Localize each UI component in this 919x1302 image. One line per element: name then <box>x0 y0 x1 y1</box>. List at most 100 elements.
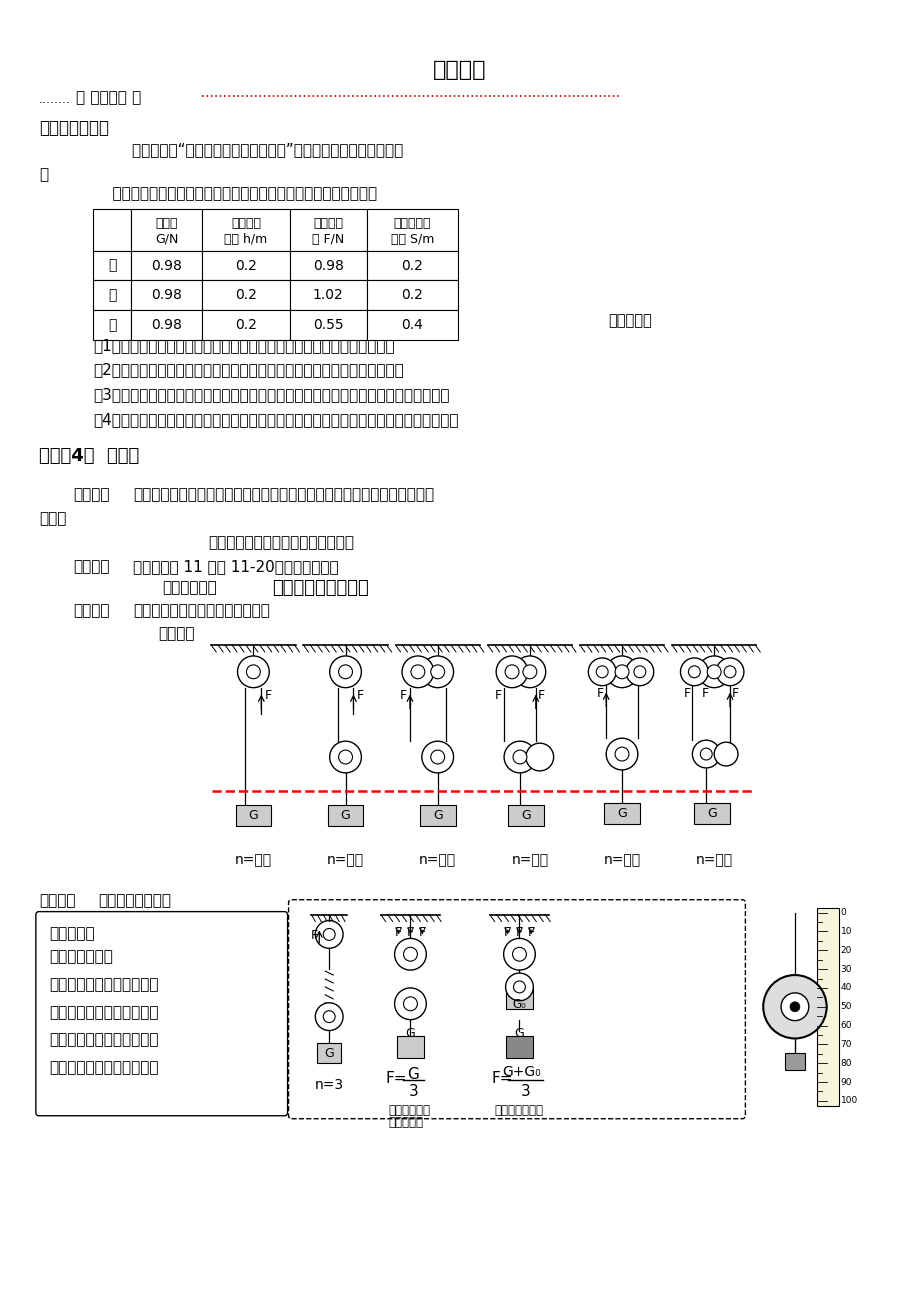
Text: 且每段绳子中的力都相等。: 且每段绳子中的力都相等。 <box>49 1060 158 1075</box>
Text: 0.98: 0.98 <box>151 259 182 272</box>
Circle shape <box>606 656 637 687</box>
FancyBboxPatch shape <box>289 900 744 1118</box>
Text: G₀: G₀ <box>512 997 526 1010</box>
Bar <box>396 1036 424 1059</box>
Text: 钉码升高: 钉码升高 <box>231 217 261 230</box>
Text: 滑轮重和物重的几分之一，: 滑轮重和物重的几分之一， <box>49 1032 158 1048</box>
Circle shape <box>615 665 629 678</box>
Text: 40: 40 <box>840 983 851 992</box>
Bar <box>289 251 367 280</box>
Text: 使用动滑轮可以＿＿＿＿，使用定滑轮可以＿＿＿＿＿＿＿＿＿。如果将动: 使用动滑轮可以＿＿＿＿，使用定滑轮可以＿＿＿＿＿＿＿＿＿。如果将动 <box>133 487 434 503</box>
Circle shape <box>780 993 808 1021</box>
Text: F: F <box>528 927 534 940</box>
Text: F: F <box>516 927 522 940</box>
Circle shape <box>503 939 535 970</box>
Text: 温馨提示：: 温馨提示： <box>49 927 95 941</box>
Circle shape <box>504 741 535 773</box>
Text: G: G <box>405 1026 414 1039</box>
Text: 0.2: 0.2 <box>401 288 423 302</box>
Circle shape <box>329 656 361 687</box>
Circle shape <box>422 656 453 687</box>
Text: 0.98: 0.98 <box>151 318 182 332</box>
Text: 【讨论】: 【讨论】 <box>74 603 110 618</box>
Text: 90: 90 <box>840 1078 851 1087</box>
Text: 奇动偶定，从里向外: 奇动偶定，从里向外 <box>271 578 369 596</box>
Text: F: F <box>596 686 604 699</box>
Circle shape <box>430 750 444 764</box>
Circle shape <box>338 750 352 764</box>
Text: 甲: 甲 <box>108 259 116 272</box>
Text: F: F <box>406 927 414 940</box>
Text: 用几段绳子吱着动滑轮和物: 用几段绳子吱着动滑轮和物 <box>49 976 158 992</box>
Text: 对照课本第 11 页图 11-20，组装滑轮组。: 对照课本第 11 页图 11-20，组装滑轮组。 <box>133 559 338 574</box>
Circle shape <box>495 656 528 687</box>
Text: 高度 h/m: 高度 h/m <box>224 233 267 246</box>
Circle shape <box>680 658 708 686</box>
Circle shape <box>505 973 533 1001</box>
Text: n=＿＿: n=＿＿ <box>326 853 364 867</box>
Circle shape <box>692 740 720 768</box>
Text: F: F <box>732 686 738 699</box>
Text: F: F <box>538 689 544 702</box>
Text: 3: 3 <box>408 1085 418 1099</box>
Text: 0.98: 0.98 <box>312 259 344 272</box>
Circle shape <box>315 1003 343 1030</box>
Circle shape <box>402 656 433 687</box>
Bar <box>130 310 202 340</box>
Circle shape <box>723 665 735 678</box>
Circle shape <box>246 665 260 678</box>
Circle shape <box>513 750 527 764</box>
Text: 请你分析：: 请你分析： <box>608 312 652 328</box>
Text: 丙: 丙 <box>108 318 116 332</box>
Text: 0.55: 0.55 <box>312 318 343 332</box>
Text: 70: 70 <box>840 1040 851 1049</box>
Text: F: F <box>701 686 709 699</box>
Text: n=＿＿: n=＿＿ <box>603 853 640 867</box>
Circle shape <box>411 665 425 678</box>
Bar <box>327 805 363 827</box>
Bar <box>816 907 837 1105</box>
Text: 【要点4】  滑轮组: 【要点4】 滑轮组 <box>39 447 139 465</box>
Text: （3）把钉码升高相同高度，比较乙和丙测力计移动的距离可知：使用动滑轮＿＿＿＿；: （3）把钉码升高相同高度，比较乙和丙测力计移动的距离可知：使用动滑轮＿＿＿＿； <box>93 388 449 402</box>
Bar <box>505 987 533 1009</box>
Text: G: G <box>514 1026 524 1039</box>
Circle shape <box>789 1001 799 1012</box>
Bar <box>93 310 130 340</box>
Text: （1）比较测力计示数大小可知：使用动滑轮的好处是＿＿＿＿＿＿＿＿；: （1）比较测力计示数大小可知：使用动滑轮的好处是＿＿＿＿＿＿＿＿； <box>93 337 394 353</box>
Text: F: F <box>264 689 271 702</box>
Circle shape <box>323 928 335 940</box>
Text: 如图是小海“研究定滑轮和动滑轮特点”的实验装置。他按图示提起: 如图是小海“研究定滑轮和动滑轮特点”的实验装置。他按图示提起 <box>93 143 403 158</box>
Circle shape <box>422 741 453 773</box>
Bar <box>202 210 289 251</box>
Text: G: G <box>617 807 626 820</box>
Text: F: F <box>418 927 425 940</box>
Text: 3: 3 <box>520 1085 529 1099</box>
Text: 不计滑轮重、: 不计滑轮重、 <box>388 1104 430 1117</box>
Text: 钉码时注意保持测力计匀速移动，分别测得一组数据如下表所示：: 钉码时注意保持测力计匀速移动，分别测得一组数据如下表所示： <box>93 186 377 202</box>
Circle shape <box>526 743 553 771</box>
Text: （2）比较测力计拉力的方向可知：使用定滑轮的好处是＿＿＿＿＿＿＿＿；: （2）比较测力计拉力的方向可知：使用定滑轮的好处是＿＿＿＿＿＿＿＿； <box>93 363 403 378</box>
Text: 0.4: 0.4 <box>401 318 423 332</box>
Circle shape <box>394 988 425 1019</box>
Text: 20: 20 <box>840 945 851 954</box>
Circle shape <box>606 738 637 769</box>
Circle shape <box>615 747 629 760</box>
Text: 滑轮、: 滑轮、 <box>39 512 66 526</box>
Text: 0.2: 0.2 <box>234 288 256 302</box>
Circle shape <box>698 656 730 687</box>
Text: 80: 80 <box>840 1059 851 1068</box>
Text: 0.98: 0.98 <box>151 288 182 302</box>
Circle shape <box>505 665 518 678</box>
Bar <box>505 1036 533 1059</box>
Text: 50: 50 <box>840 1003 851 1012</box>
Text: F: F <box>494 689 502 702</box>
Text: G: G <box>248 809 258 822</box>
Circle shape <box>713 742 737 766</box>
Text: G: G <box>324 1047 334 1060</box>
Text: 0.2: 0.2 <box>401 259 423 272</box>
Text: n=＿＿: n=＿＿ <box>511 853 548 867</box>
Text: G: G <box>432 809 442 822</box>
Circle shape <box>394 939 425 970</box>
Circle shape <box>633 665 645 678</box>
Circle shape <box>338 665 352 678</box>
